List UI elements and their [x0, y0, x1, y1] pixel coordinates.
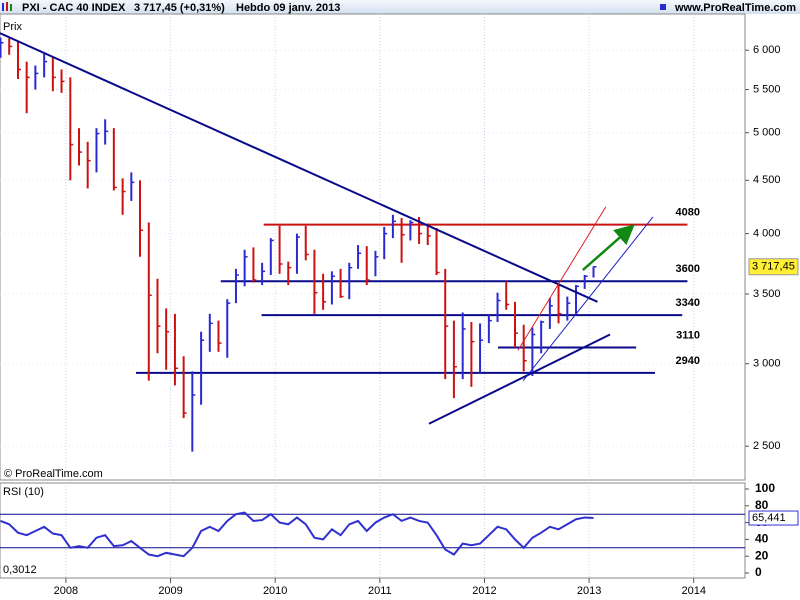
- x-tick-label: 2009: [158, 585, 182, 597]
- y-tick-label: 5 500: [753, 83, 781, 95]
- x-tick-label: 2013: [577, 585, 601, 597]
- y-tick-label: 3 500: [753, 288, 781, 300]
- last-price-tag: [748, 258, 799, 276]
- symbol: PXI - CAC 40 INDEX: [22, 2, 126, 14]
- trendline: [522, 216, 654, 381]
- watermark: © ProRealTime.com: [4, 468, 103, 480]
- x-tick-label: 2012: [472, 585, 496, 597]
- trendline: [428, 333, 611, 425]
- rsi-value-tag: [748, 510, 799, 526]
- rsi-title: RSI (10): [3, 486, 44, 498]
- period: Hebdo 09 janv. 2013: [236, 2, 340, 14]
- trendline: [517, 206, 607, 351]
- led-icons: [660, 4, 666, 10]
- rsi-panel: [0, 482, 746, 579]
- rsi-line: [0, 511, 594, 558]
- y-tick-label: 0: [755, 565, 762, 579]
- y-tick-label: 5 000: [753, 127, 781, 139]
- x-tick-label: 2011: [368, 585, 392, 597]
- last-price-label: 3 717,45: [752, 261, 795, 273]
- trendline: [0, 32, 598, 303]
- logo: [2, 2, 12, 11]
- level-label: 2940: [676, 355, 700, 367]
- price-panel: [0, 13, 746, 481]
- y-tick-label: 4 500: [753, 174, 781, 186]
- y-tick-label: 3 000: [753, 358, 781, 370]
- quote: 3 717,45 (+0,31%): [134, 2, 225, 14]
- level-label: 3340: [676, 297, 700, 309]
- y-tick-label: 40: [755, 532, 769, 546]
- level-label: 4080: [676, 207, 700, 219]
- y-tick-label: 20: [755, 548, 769, 562]
- x-tick-label: 2008: [54, 585, 78, 597]
- x-tick-label: 2010: [263, 585, 287, 597]
- y-axis-label: Prix: [3, 21, 22, 33]
- y-tick-label: 2 500: [753, 440, 781, 452]
- site: www.ProRealTime.com: [674, 2, 796, 14]
- x-tick-label: 2014: [681, 585, 705, 597]
- y-tick-label: 4 000: [753, 228, 781, 240]
- y-tick-label: 80: [755, 498, 769, 512]
- rsi-footer: 0,3012: [3, 564, 37, 576]
- level-label: 3110: [676, 329, 700, 341]
- header-bar: [0, 0, 800, 14]
- level-label: 3600: [676, 263, 700, 275]
- rsi-value-label: 65,441: [752, 512, 786, 524]
- y-tick-label: 6 000: [753, 44, 781, 56]
- y-tick-label: 100: [755, 481, 775, 495]
- arrow: [581, 224, 635, 272]
